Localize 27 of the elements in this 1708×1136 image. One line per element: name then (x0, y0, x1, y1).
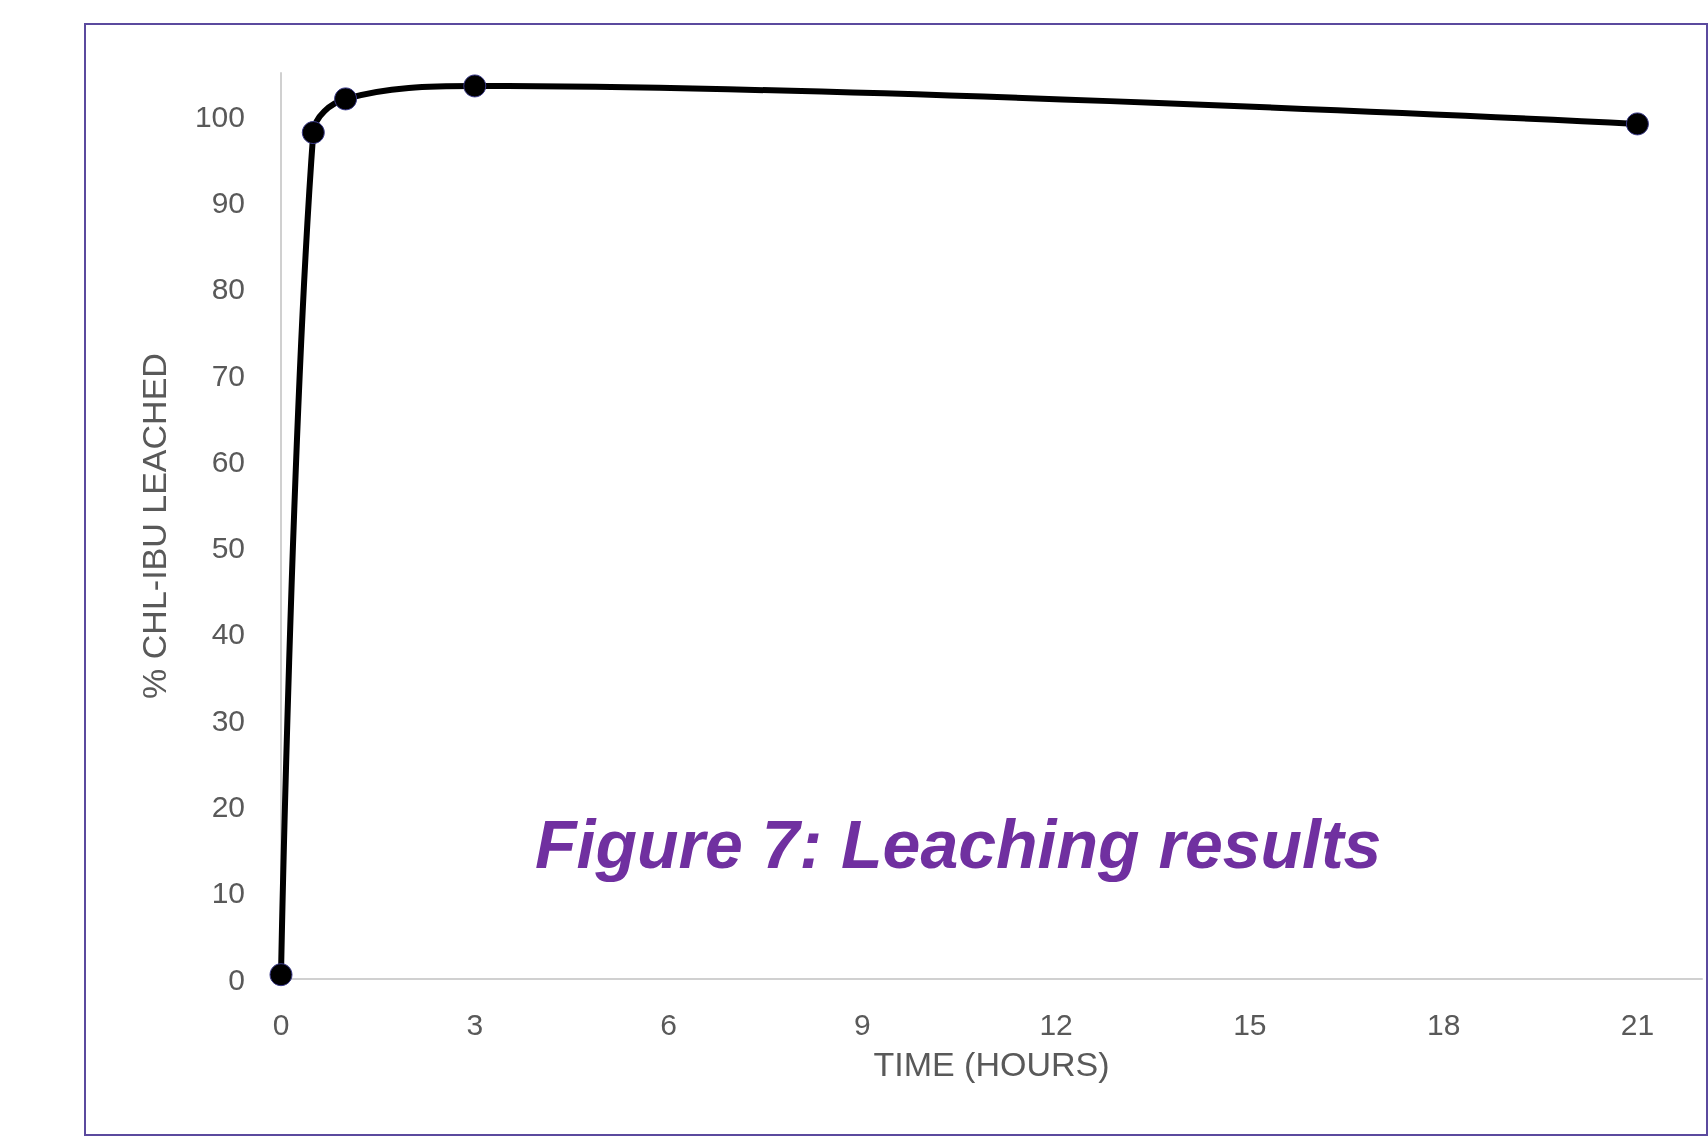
y-tick-label: 40 (211, 617, 245, 651)
point (269, 963, 293, 987)
y-tick-label: 20 (211, 789, 245, 823)
y-tick-label: 10 (211, 876, 245, 910)
y-tick-label: 80 (211, 272, 245, 306)
x-tick-label: 18 (1426, 1007, 1461, 1041)
y-tick-label: 0 (228, 962, 245, 996)
x-tick-label: 6 (660, 1007, 677, 1041)
point (1625, 112, 1649, 136)
point (334, 87, 358, 111)
x-tick-label: 0 (272, 1007, 290, 1041)
y-tick-label: 90 (211, 185, 245, 219)
y-axis-title: % CHL-IBU LEACHED (135, 353, 173, 699)
y-tick-label: 60 (211, 444, 245, 478)
x-tick-label: 21 (1620, 1007, 1655, 1041)
x-tick-label: 9 (853, 1007, 871, 1041)
x-axis-title: TIME (HOURS) (873, 1045, 1110, 1083)
y-tick-label: 70 (211, 358, 245, 392)
point (463, 74, 487, 98)
x-tick-label: 12 (1039, 1007, 1073, 1041)
point (301, 121, 325, 145)
annotation: Figure 7: Leaching results (535, 806, 1382, 882)
y-tick-label: 30 (211, 703, 245, 737)
y-tick-label: 100 (194, 99, 245, 133)
y-tick-label: 50 (211, 531, 245, 565)
x-tick-label: 3 (466, 1007, 484, 1041)
x-tick-label: 15 (1233, 1007, 1267, 1041)
